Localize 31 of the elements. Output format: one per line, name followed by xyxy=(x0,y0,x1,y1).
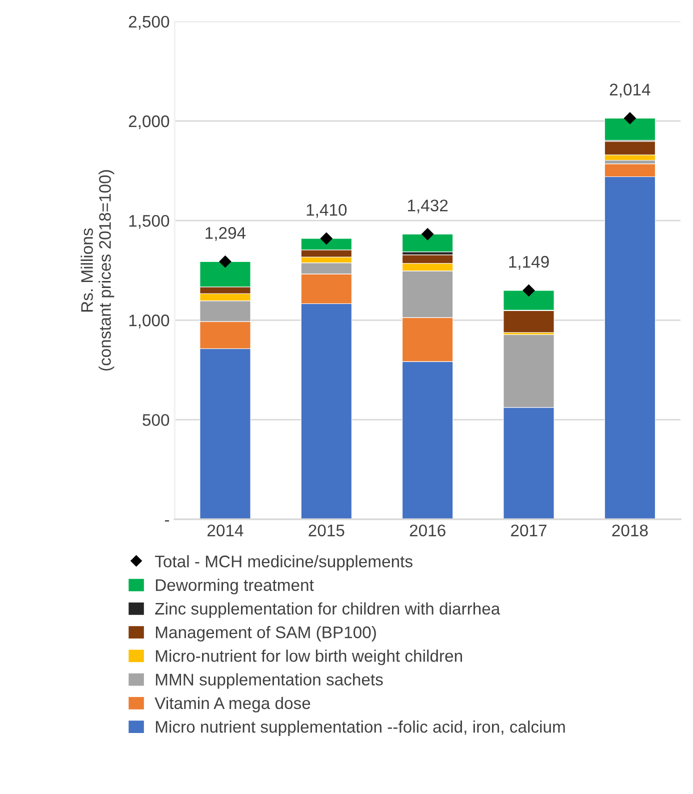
point xyxy=(421,228,434,240)
legend-label: Total - MCH medicine/supplements xyxy=(154,555,412,571)
legend-label: Micro-nutrient for low birth weight children xyxy=(156,650,462,666)
data-label: 1,294 xyxy=(206,227,246,241)
point xyxy=(624,112,636,124)
legend-label: Management of SAM (BP100) xyxy=(156,626,376,642)
x-tick-label: 2014 xyxy=(208,524,244,536)
x-tick-label: 2016 xyxy=(410,524,446,536)
data-label: 1,149 xyxy=(509,256,549,270)
x-tick-label: 2017 xyxy=(511,524,546,536)
legend-label: Vitamin A mega dose xyxy=(154,696,310,712)
legend-label: Zinc supplementation for children with diarrhea xyxy=(155,602,500,618)
x-tick-label: 2015 xyxy=(308,524,344,536)
legend-label: Deworming treatment xyxy=(156,578,314,594)
y-tick-label: - xyxy=(164,520,170,522)
bar xyxy=(402,234,454,252)
data-label: 2,014 xyxy=(610,84,650,98)
point xyxy=(320,232,333,245)
point xyxy=(522,284,535,297)
y-axis-title: Rs. Millions (constant prices 2018=100) xyxy=(80,170,114,371)
y-tick-label: 500 xyxy=(142,414,170,426)
y-tick-label: 2,500 xyxy=(128,16,170,30)
y-tick-label: 1,500 xyxy=(129,214,170,229)
legend-label: MMN supplementation sachets xyxy=(156,673,383,689)
data-label: 1,410 xyxy=(306,204,347,218)
legend-label: Micro nutrient supplementation --folic acid, iron, calcium xyxy=(156,720,565,736)
data-label: 1,432 xyxy=(408,200,448,214)
y-tick-label: 1,000 xyxy=(129,314,170,328)
y-tick-label: 2,000 xyxy=(128,115,170,130)
point xyxy=(219,255,232,268)
x-tick-label: 2018 xyxy=(612,524,648,536)
